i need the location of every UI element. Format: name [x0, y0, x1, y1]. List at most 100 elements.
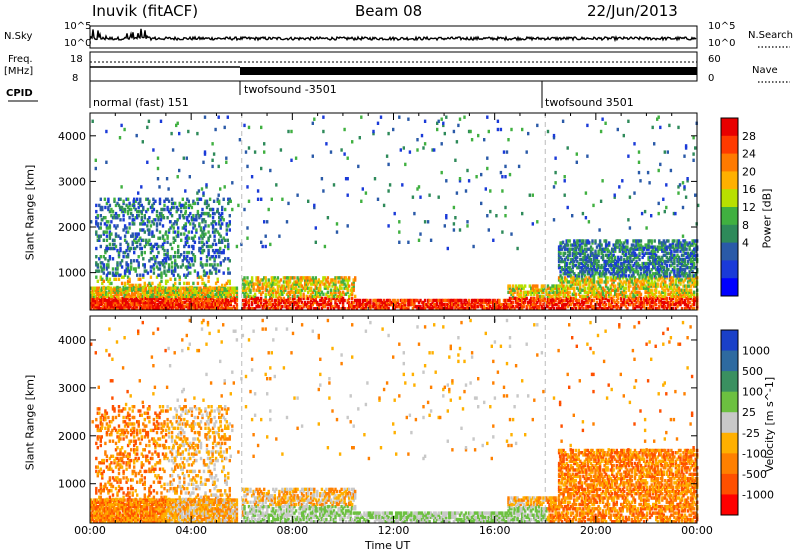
scatter-pixel — [614, 243, 617, 247]
scatter-pixel — [158, 273, 162, 277]
scatter-pixel — [137, 277, 140, 281]
scatter-pixel — [551, 302, 554, 307]
scatter-pixel — [275, 282, 278, 286]
scatter-pixel — [150, 290, 154, 294]
scatter-pixel — [180, 205, 183, 210]
scatter-pixel — [385, 307, 389, 311]
scatter-pixel — [548, 296, 551, 301]
scatter-pixel — [346, 278, 349, 282]
scatter-pixel — [159, 119, 163, 123]
scatter-pixel — [297, 284, 301, 288]
scatter-pixel — [314, 298, 317, 303]
scatter-pixel — [439, 304, 442, 309]
scatter-pixel — [174, 201, 177, 206]
scatter-pixel — [105, 220, 109, 224]
scatter-pixel — [589, 288, 593, 292]
scatter-pixel — [574, 255, 577, 260]
scatter-pixel — [126, 230, 130, 234]
scatter-pixel — [214, 292, 217, 296]
scatter-pixel — [304, 276, 307, 280]
scatter-pixel — [305, 284, 308, 288]
scatter-pixel — [120, 209, 124, 214]
scatter-pixel — [170, 294, 173, 299]
scatter-pixel — [127, 304, 131, 309]
scatter-pixel — [133, 203, 136, 208]
scatter-pixel — [439, 298, 442, 303]
scatter-pixel — [167, 267, 171, 271]
scatter-pixel — [195, 218, 198, 222]
scatter-pixel — [592, 288, 596, 292]
scatter-pixel — [573, 253, 576, 257]
scatter-pixel — [176, 294, 179, 299]
scatter-pixel — [585, 257, 588, 262]
scatter-pixel — [560, 266, 564, 270]
scatter-pixel — [156, 290, 160, 294]
scatter-pixel — [582, 255, 585, 260]
scatter-pixel — [102, 304, 105, 309]
scatter-pixel — [285, 304, 289, 309]
scatter-pixel — [328, 282, 331, 286]
scatter-pixel — [161, 214, 165, 218]
scatter-pixel — [559, 247, 562, 251]
scatter-pixel — [592, 266, 596, 270]
scatter-pixel — [536, 307, 539, 311]
scatter-pixel — [320, 302, 324, 307]
scatter-pixel — [564, 268, 567, 272]
scatter-pixel — [355, 298, 358, 303]
scatter-pixel — [213, 257, 216, 261]
scatter-pixel — [282, 300, 286, 305]
scatter-pixel — [589, 257, 593, 262]
scatter-pixel — [199, 307, 202, 311]
scatter-pixel — [567, 272, 570, 276]
scatter-pixel — [595, 307, 599, 311]
scatter-pixel — [554, 302, 557, 307]
scatter-pixel — [250, 296, 254, 301]
scatter-pixel — [102, 307, 105, 311]
scatter-pixel — [208, 214, 212, 218]
scatter-pixel — [410, 300, 413, 305]
scatter-pixel — [116, 271, 119, 275]
scatter-pixel — [580, 298, 584, 303]
scatter-pixel — [182, 307, 185, 311]
scatter-pixel — [169, 207, 172, 212]
scatter-pixel — [214, 269, 218, 273]
scatter-pixel — [173, 292, 176, 296]
scatter-pixel — [534, 286, 537, 290]
scatter-pixel — [197, 189, 201, 193]
scatter-pixel — [94, 158, 97, 162]
scatter-pixel — [124, 294, 128, 299]
scatter-pixel — [548, 307, 551, 311]
scatter-pixel — [273, 278, 276, 282]
scatter-pixel — [354, 304, 357, 309]
scatter-pixel — [205, 296, 208, 301]
scatter-pixel — [126, 255, 130, 259]
scatter-pixel — [111, 267, 115, 271]
scatter-pixel — [338, 290, 342, 294]
scatter-pixel — [278, 292, 281, 296]
scatter-pixel — [256, 286, 260, 290]
scatter-pixel — [193, 224, 197, 228]
scatter-pixel — [263, 298, 266, 303]
scatter-pixel — [142, 205, 145, 210]
scatter-pixel — [184, 275, 187, 279]
scatter-pixel — [626, 245, 629, 249]
scatter-pixel — [105, 238, 109, 242]
scatter-pixel — [537, 298, 541, 303]
scatter-pixel — [586, 304, 590, 309]
scatter-pixel — [197, 290, 201, 294]
scatter-pixel — [582, 263, 585, 268]
scatter-pixel — [614, 247, 617, 251]
scatter-pixel — [243, 123, 246, 128]
scatter-pixel — [603, 307, 606, 311]
scatter-pixel — [191, 290, 195, 294]
scatter-pixel — [180, 253, 183, 257]
scatter-pixel — [276, 286, 280, 290]
scatter-pixel — [323, 276, 327, 280]
scatter-pixel — [334, 290, 337, 294]
scatter-pixel — [261, 286, 264, 290]
scatter-pixel — [130, 283, 133, 288]
scatter-pixel — [232, 288, 235, 292]
scatter-pixel — [252, 284, 255, 288]
scatter-pixel — [161, 302, 164, 307]
scatter-pixel — [187, 271, 190, 275]
